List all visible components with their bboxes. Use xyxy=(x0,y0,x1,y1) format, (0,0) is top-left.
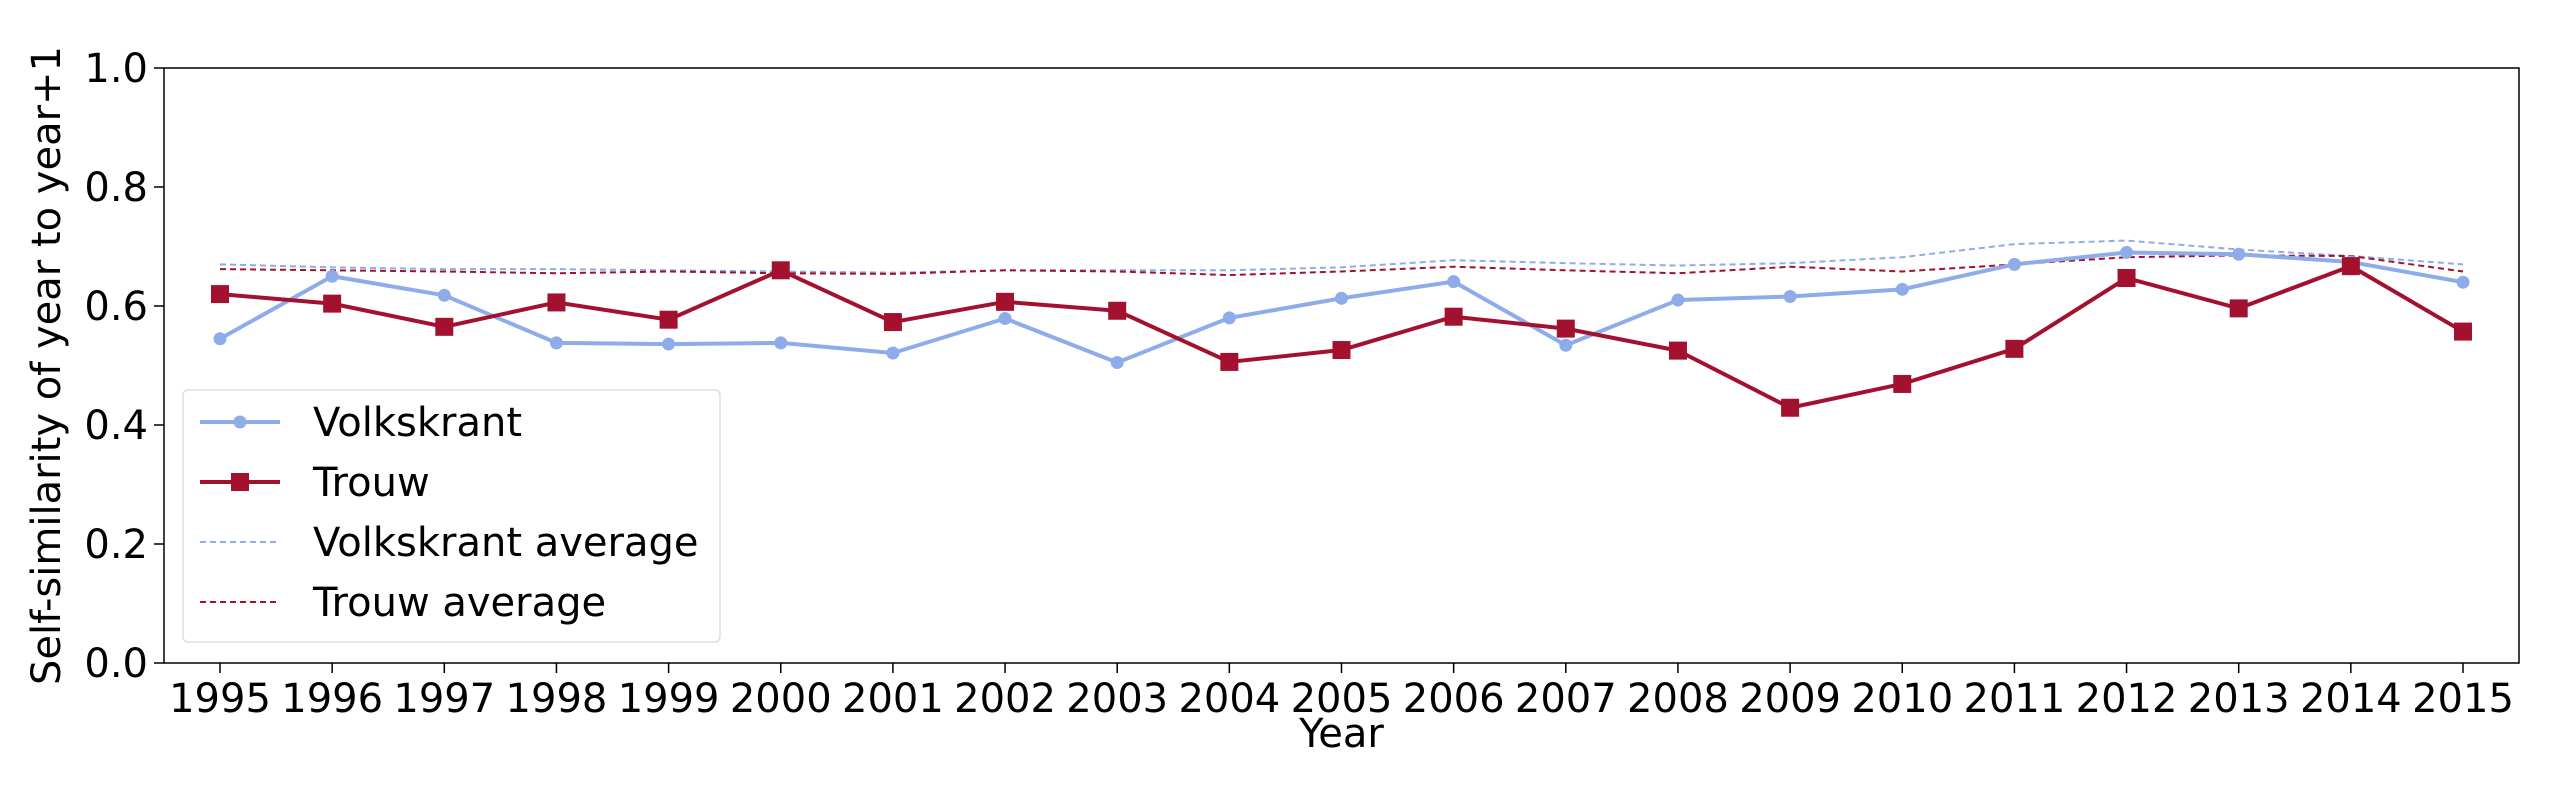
x-tick-label: 2005 xyxy=(1291,676,1393,722)
data-point xyxy=(886,346,900,360)
data-point xyxy=(1447,275,1461,289)
data-point xyxy=(883,313,902,332)
x-tick-label: 2008 xyxy=(1627,676,1729,722)
data-point xyxy=(1444,307,1463,326)
data-point xyxy=(323,294,342,313)
data-point xyxy=(2005,339,2024,358)
x-tick-label: 2007 xyxy=(1515,676,1617,722)
y-tick-label: 1.0 xyxy=(84,46,148,92)
data-point xyxy=(774,336,788,350)
data-point xyxy=(213,332,227,346)
y-axis-title: Self-similarity of year to year+1 xyxy=(24,46,70,685)
data-point xyxy=(1222,311,1236,325)
x-tick-label: 1996 xyxy=(281,676,383,722)
x-tick-label: 2010 xyxy=(1851,676,1953,722)
x-tick-label: 2000 xyxy=(730,676,832,722)
x-tick-label: 1998 xyxy=(506,676,608,722)
x-tick-label: 2006 xyxy=(1403,676,1505,722)
data-point xyxy=(1895,282,1909,296)
data-point xyxy=(1335,291,1348,305)
data-point xyxy=(2232,247,2246,261)
data-point xyxy=(1332,341,1351,360)
data-point xyxy=(1559,338,1573,352)
legend-label: Volkskrant xyxy=(313,400,522,446)
data-point xyxy=(1893,374,1912,393)
x-tick-label: 2013 xyxy=(2188,676,2290,722)
legend: Volkskrant Trouw Volkskrant average Trouw a… xyxy=(182,389,721,643)
data-point xyxy=(2456,275,2470,289)
data-point xyxy=(435,317,454,336)
data-point xyxy=(2120,245,2134,259)
data-point xyxy=(1220,352,1239,371)
x-tick-label: 2003 xyxy=(1066,676,1168,722)
data-point xyxy=(2341,257,2360,276)
x-axis-title: Year xyxy=(1298,711,1384,757)
series-line-volkskrant-average xyxy=(219,239,2464,274)
x-tick-label: 1995 xyxy=(169,676,271,722)
data-point xyxy=(1556,319,1575,338)
y-tick-label: 0.8 xyxy=(84,165,148,211)
x-tick-label: 2001 xyxy=(842,676,944,722)
data-point xyxy=(996,292,1015,311)
y-tick-label: 0.0 xyxy=(84,641,148,687)
x-tick-label: 1999 xyxy=(618,676,720,722)
legend-label: Volkskrant average xyxy=(313,520,698,566)
data-point xyxy=(547,293,566,312)
x-tick-label: 2011 xyxy=(1964,676,2066,722)
data-point xyxy=(1783,289,1797,303)
legend-marker xyxy=(231,473,249,491)
data-point xyxy=(437,288,451,302)
series-layer xyxy=(211,239,2472,417)
data-point xyxy=(2007,257,2021,271)
data-point xyxy=(325,269,339,283)
legend-marker xyxy=(233,415,247,429)
data-point xyxy=(1781,398,1800,417)
data-point xyxy=(1668,341,1687,360)
data-point xyxy=(549,336,563,350)
x-tick-label: 2012 xyxy=(2076,676,2178,722)
data-point xyxy=(998,311,1012,325)
data-point xyxy=(1108,301,1127,320)
y-tick-label: 0.6 xyxy=(84,284,148,330)
legend-label: Trouw average xyxy=(312,580,606,626)
data-point xyxy=(659,310,678,329)
data-point xyxy=(1671,293,1685,307)
y-tick-label: 0.2 xyxy=(84,522,148,568)
x-tick-label: 1997 xyxy=(393,676,495,722)
data-point xyxy=(211,285,229,304)
x-tick-label: 2004 xyxy=(1178,676,1280,722)
legend-label: Trouw xyxy=(312,460,430,506)
data-point xyxy=(2229,299,2248,318)
y-tick-label: 0.4 xyxy=(84,403,148,449)
x-tick-label: 2002 xyxy=(954,676,1056,722)
series-line-trouw-average xyxy=(219,254,2464,277)
data-point xyxy=(771,261,790,280)
x-tick-label: 2015 xyxy=(2412,676,2514,722)
data-point xyxy=(2454,322,2472,341)
x-tick-label: 2014 xyxy=(2300,676,2402,722)
data-point xyxy=(662,337,676,351)
x-tick-label: 2009 xyxy=(1739,676,1841,722)
data-point xyxy=(2117,269,2136,288)
data-point xyxy=(1110,356,1124,370)
legend-box xyxy=(182,389,721,643)
